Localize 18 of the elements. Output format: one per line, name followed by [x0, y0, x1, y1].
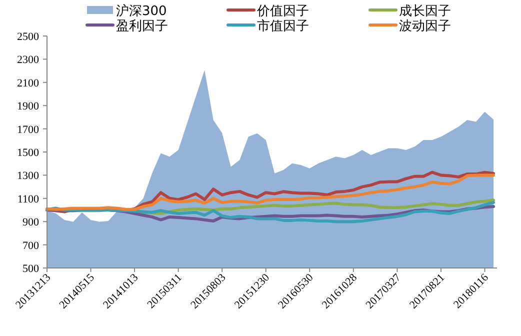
- legend-label: 盈利因子: [116, 19, 168, 34]
- y-tick-label: 900: [22, 216, 40, 229]
- legend-label: 波动因子: [399, 19, 451, 34]
- y-tick-label: 700: [22, 240, 40, 252]
- y-tick-label: 2300: [17, 54, 40, 66]
- y-tick-label: 2500: [17, 31, 40, 43]
- legend-label: 价值因子: [256, 4, 309, 19]
- y-tick-label: 1700: [17, 124, 40, 136]
- y-tick-label: 500: [22, 263, 40, 275]
- y-tick-label: 2100: [17, 77, 40, 90]
- line-series: [46, 200, 495, 224]
- legend-label: 成长因子: [399, 4, 451, 19]
- legend-label: 沪深300: [116, 3, 167, 19]
- y-tick-label: 1500: [17, 147, 40, 159]
- y-tick-label: 1900: [17, 100, 40, 113]
- y-tick-label: 1100: [17, 193, 40, 206]
- legend-label: 市值因子: [257, 19, 309, 34]
- y-tick-label: 1300: [17, 170, 40, 182]
